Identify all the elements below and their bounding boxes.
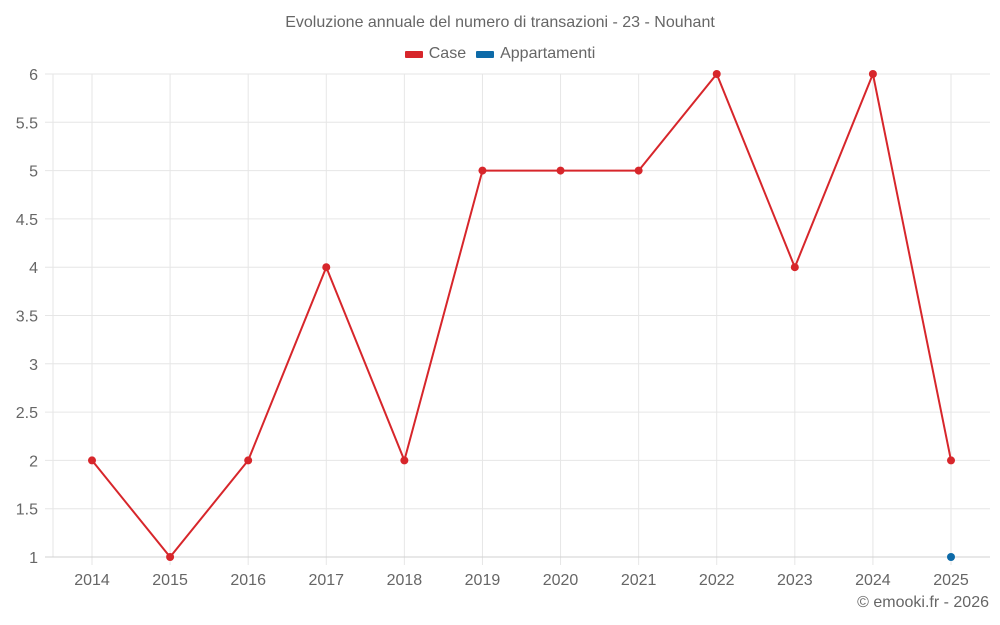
legend-item-case[interactable]: Case xyxy=(404,45,467,63)
x-tick-label: 2014 xyxy=(74,572,110,589)
data-point-case[interactable] xyxy=(478,166,487,175)
y-tick-label: 5 xyxy=(29,164,38,181)
legend-item-appartamenti[interactable]: Appartamenti xyxy=(476,45,595,63)
x-tick-label: 2022 xyxy=(699,572,735,589)
data-point-case[interactable] xyxy=(556,166,565,175)
legend-swatch-case-icon xyxy=(404,50,423,58)
y-tick-label: 4 xyxy=(29,260,38,277)
data-point-case[interactable] xyxy=(712,70,721,78)
y-tick-label: 2 xyxy=(29,453,38,470)
x-tick-label: 2025 xyxy=(933,572,969,589)
x-tick-label: 2017 xyxy=(308,572,344,589)
grid-lines xyxy=(45,73,990,565)
x-tick-label: 2021 xyxy=(621,572,657,589)
y-tick-label: 5.5 xyxy=(16,115,38,132)
series-layer xyxy=(88,70,955,561)
x-tick-label: 2024 xyxy=(855,572,891,589)
y-tick-label: 1.5 xyxy=(16,502,38,519)
y-tick-label: 3 xyxy=(29,357,38,374)
data-point-case[interactable] xyxy=(868,70,877,78)
data-point-case[interactable] xyxy=(244,456,253,465)
data-point-case[interactable] xyxy=(634,166,643,175)
y-tick-label: 6 xyxy=(29,67,38,84)
x-tick-label: 2018 xyxy=(387,572,423,589)
data-point-case[interactable] xyxy=(400,456,409,465)
y-tick-label: 2.5 xyxy=(16,405,38,422)
x-tick-label: 2016 xyxy=(230,572,266,589)
y-tick-label: 1 xyxy=(29,550,38,567)
y-tick-label: 3.5 xyxy=(16,309,38,326)
data-point-case[interactable] xyxy=(322,263,331,272)
series-line-case xyxy=(91,73,952,558)
data-point-case[interactable] xyxy=(947,456,955,465)
y-axis: 1 1.5 2 2.5 3 3.5 4 4.5 5 5.5 6 xyxy=(16,67,38,567)
x-tick-label: 2019 xyxy=(465,572,501,589)
credit-text: © emooki.fr - 2026 xyxy=(857,594,989,611)
x-tick-label: 2020 xyxy=(543,572,579,589)
legend-label-appartamenti: Appartamenti xyxy=(500,45,596,62)
data-point-appartamenti[interactable] xyxy=(947,553,955,561)
data-point-case[interactable] xyxy=(88,456,96,465)
legend: Case Appartamenti xyxy=(0,45,1000,63)
chart-title: Evoluzione annuale del numero di transaz… xyxy=(285,14,715,31)
x-axis: 2014 2015 2016 2017 2018 2019 2020 2021 2022 2023… xyxy=(74,572,969,589)
x-tick-label: 2015 xyxy=(152,572,188,589)
legend-swatch-appartamenti-icon xyxy=(476,50,495,58)
legend-label-case: Case xyxy=(428,45,467,62)
data-point-case[interactable] xyxy=(790,263,799,272)
data-point-case[interactable] xyxy=(166,553,175,561)
x-tick-label: 2023 xyxy=(777,572,813,589)
y-tick-label: 4.5 xyxy=(16,212,38,229)
